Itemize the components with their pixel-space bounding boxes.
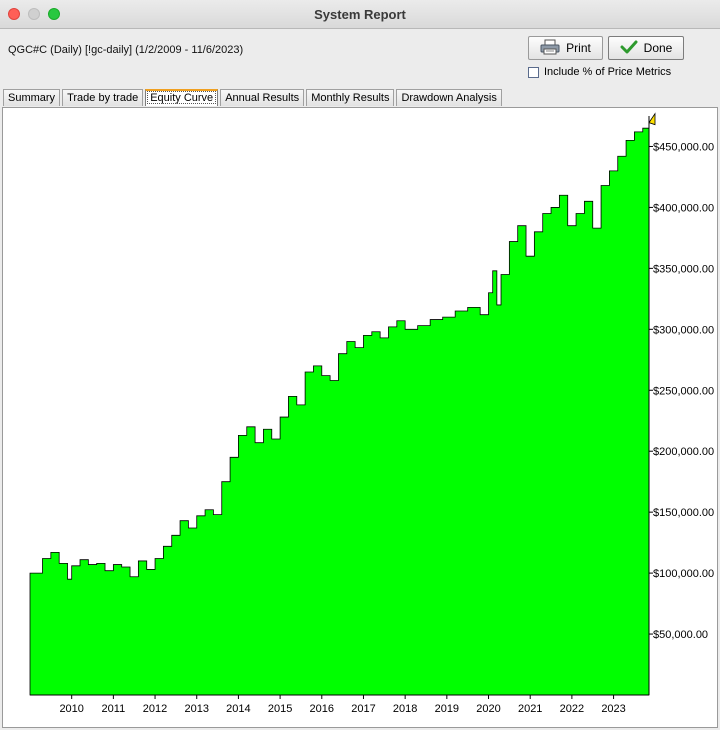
title-bar: System Report xyxy=(0,0,720,29)
x-tick-label: 2019 xyxy=(435,703,459,715)
x-tick-label: 2020 xyxy=(476,703,500,715)
equity-curve-chart: $50,000.00 $100,000.00 $150,000.00 $200,000… xyxy=(29,112,714,715)
include-pct-option[interactable]: Include % of Price Metrics xyxy=(528,66,671,78)
include-pct-checkbox[interactable] xyxy=(528,66,539,78)
print-label: Print xyxy=(566,41,591,55)
x-tick-label: 2012 xyxy=(143,703,167,715)
y-tick-label: $200,000.00 xyxy=(653,446,714,458)
tab-monthly-results[interactable]: Monthly Results xyxy=(306,89,395,106)
y-tick-label: $250,000.00 xyxy=(653,385,714,397)
window-title: System Report xyxy=(314,7,406,22)
x-tick-label: 2023 xyxy=(601,703,625,715)
y-tick-label: $450,000.00 xyxy=(653,141,714,153)
x-tick-label: 2016 xyxy=(310,703,334,715)
y-tick-label: $350,000.00 xyxy=(653,263,714,275)
x-tick-label: 2013 xyxy=(184,703,208,715)
x-tick-label: 2015 xyxy=(268,703,292,715)
x-tick-label: 2022 xyxy=(560,703,584,715)
equity-curve-panel: $50,000.00 $100,000.00 $150,000.00 $200,000… xyxy=(2,107,718,728)
checkmark-icon xyxy=(620,39,638,58)
x-tick-label: 2014 xyxy=(226,703,250,715)
close-window-button[interactable] xyxy=(8,8,20,20)
printer-icon xyxy=(540,39,560,58)
done-button[interactable]: Done xyxy=(608,36,684,60)
x-tick-label: 2017 xyxy=(351,703,375,715)
tab-equity-curve[interactable]: Equity Curve xyxy=(145,89,219,106)
x-tick-label: 2021 xyxy=(518,703,542,715)
print-button[interactable]: Print xyxy=(528,36,603,60)
report-tabs: Summary Trade by trade Equity Curve Annu… xyxy=(3,89,504,107)
y-tick-label: $400,000.00 xyxy=(653,202,714,214)
y-tick-label: $50,000.00 xyxy=(653,629,708,641)
tab-summary[interactable]: Summary xyxy=(3,89,61,106)
done-label: Done xyxy=(643,41,673,55)
y-tick-label: $300,000.00 xyxy=(653,324,714,336)
tab-annual-results[interactable]: Annual Results xyxy=(220,89,305,106)
zoom-window-button[interactable] xyxy=(48,8,60,20)
include-pct-label: Include % of Price Metrics xyxy=(544,66,672,78)
tab-trade-by-trade[interactable]: Trade by trade xyxy=(62,89,144,106)
y-tick-label: $100,000.00 xyxy=(653,568,714,580)
x-tick-label: 2018 xyxy=(393,703,417,715)
x-tick-label: 2010 xyxy=(59,703,83,715)
report-subtitle: QGC#C (Daily) [!gc-daily] (1/2/2009 - 11… xyxy=(8,44,244,56)
minimize-window-button[interactable] xyxy=(28,8,40,20)
tab-drawdown-analysis[interactable]: Drawdown Analysis xyxy=(396,89,502,106)
equity-area xyxy=(29,119,650,696)
x-tick-label: 2011 xyxy=(102,703,126,715)
y-tick-label: $150,000.00 xyxy=(653,507,714,519)
last-value-marker xyxy=(648,112,656,126)
